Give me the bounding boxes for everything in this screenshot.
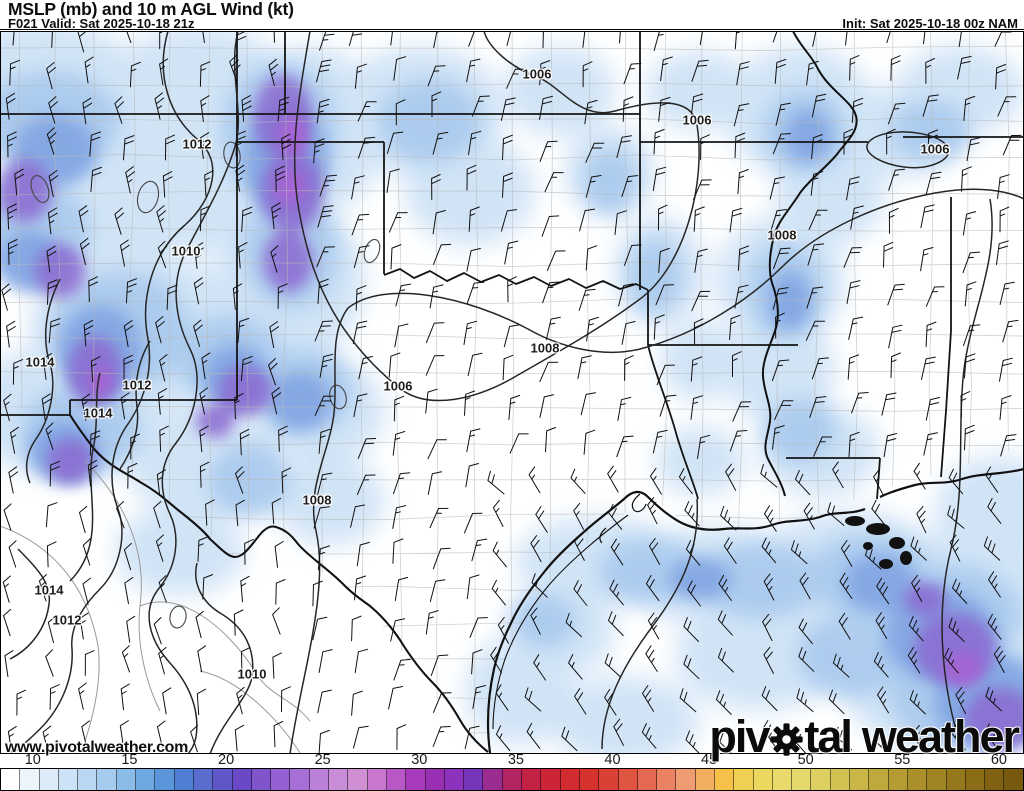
state-borders	[0, 31, 1024, 500]
barrier-islands	[492, 514, 629, 730]
map-title: MSLP (mb) and 10 m AGL Wind (kt)	[8, 0, 294, 19]
colorbar-tick: 10	[24, 752, 41, 768]
colorbar-tick: 35	[507, 752, 524, 768]
colorbar-cell	[927, 769, 947, 790]
colorbar-cell	[618, 769, 638, 790]
bay	[599, 527, 607, 544]
colorbar-tick: 50	[797, 752, 814, 768]
colorbar-tick: 30	[411, 752, 428, 768]
weather-map-canvas[interactable]	[0, 31, 1024, 754]
colorbar-cell	[560, 769, 580, 790]
colorbar-cell	[637, 769, 658, 790]
colorbar-cell	[599, 769, 619, 790]
colorbar-cell	[888, 769, 908, 790]
watermark: www.pivotalweather.com	[5, 739, 189, 756]
colorbar-cell	[830, 769, 851, 790]
colorbar-cell	[213, 769, 233, 790]
colorbar-cell	[965, 769, 986, 790]
colorbar-cell	[348, 769, 368, 790]
init-time-label: Init: Sat 2025-10-18 00z NAM	[842, 16, 1018, 31]
colorbar-tick: 55	[894, 752, 911, 768]
colorbar-cell	[367, 769, 387, 790]
bay	[631, 493, 647, 513]
colorbar-cell	[155, 769, 175, 790]
wind-barbs	[1, 31, 1022, 754]
colorbar-cell	[792, 769, 812, 790]
colorbar-tick-strip: 10 15 20 25 30 35 40 45 50 55 60	[0, 752, 1024, 768]
colorbar-cell	[579, 769, 600, 790]
logo-text-weather: weather	[861, 711, 1020, 762]
colorbar-cell	[753, 769, 773, 790]
colorbar-cell	[406, 769, 426, 790]
colorbar-cell	[290, 769, 310, 790]
logo-text-piv: piv	[709, 711, 770, 762]
colorbar-cell	[20, 769, 40, 790]
colorbar-cell	[329, 769, 349, 790]
colorbar-cell	[811, 769, 831, 790]
colorbar-cell	[58, 769, 79, 790]
colorbar-cell	[522, 769, 542, 790]
colorbar-tick: 25	[314, 752, 331, 768]
colorbar-tick: 15	[121, 752, 138, 768]
colorbar-cell	[271, 769, 291, 790]
colorbar-cell	[1004, 769, 1023, 790]
colorbar-tick: 20	[218, 752, 235, 768]
terrain-contours	[30, 141, 381, 629]
county-grid	[0, 31, 1024, 752]
map-header: MSLP (mb) and 10 m AGL Wind (kt) F021 Va…	[0, 0, 1024, 31]
colorbar-cell	[97, 769, 117, 790]
colorbar-cell	[309, 769, 330, 790]
colorbar-cell	[907, 769, 928, 790]
mississippi-river	[761, 31, 858, 497]
colorbar-cell	[850, 769, 870, 790]
colorbar-cell	[714, 769, 735, 790]
colorbar-cell	[946, 769, 966, 790]
colorbar-cell	[39, 769, 59, 790]
rio-grande	[69, 414, 489, 753]
colorbar-tick: 45	[701, 752, 718, 768]
colorbar-cell	[444, 769, 465, 790]
colorbar-cell	[695, 769, 715, 790]
colorbar-tick: 60	[990, 752, 1007, 768]
colorbar-cell	[676, 769, 696, 790]
colorbar-cell	[985, 769, 1005, 790]
colorbar-cell	[1, 769, 21, 790]
colorbar-cell	[425, 769, 445, 790]
colorbar-cell	[232, 769, 252, 790]
mississippi-delta	[845, 516, 912, 569]
map-area: www.pivotalweather.com piv tal weather 10…	[0, 31, 1024, 759]
colorbar-cell	[772, 769, 793, 790]
colorbar-cell	[193, 769, 214, 790]
colorbar-cell	[502, 769, 523, 790]
gulf-coastline	[879, 467, 1024, 498]
colorbar-cell	[116, 769, 137, 790]
colorbar-cell	[136, 769, 156, 790]
colorbar-cell	[78, 769, 98, 790]
colorbar-cell	[483, 769, 503, 790]
pivotal-weather-logo: piv tal weather	[709, 711, 1020, 762]
colorbar-cell	[386, 769, 407, 790]
colorbar-cell	[464, 769, 484, 790]
colorbar-cell	[869, 769, 889, 790]
colorbar-cell	[251, 769, 272, 790]
wind-fill-purple	[0, 75, 1024, 750]
valid-time-label: F021 Valid: Sat 2025-10-18 21z	[8, 16, 195, 31]
colorbar-cell	[657, 769, 677, 790]
colorbar-cell	[541, 769, 561, 790]
gear-icon	[770, 722, 804, 756]
logo-text-tal: tal	[804, 711, 852, 762]
colorbar-tick: 40	[604, 752, 621, 768]
colorbar-cell	[734, 769, 754, 790]
colorbar-cell	[174, 769, 194, 790]
wind-speed-colorbar	[0, 768, 1024, 791]
